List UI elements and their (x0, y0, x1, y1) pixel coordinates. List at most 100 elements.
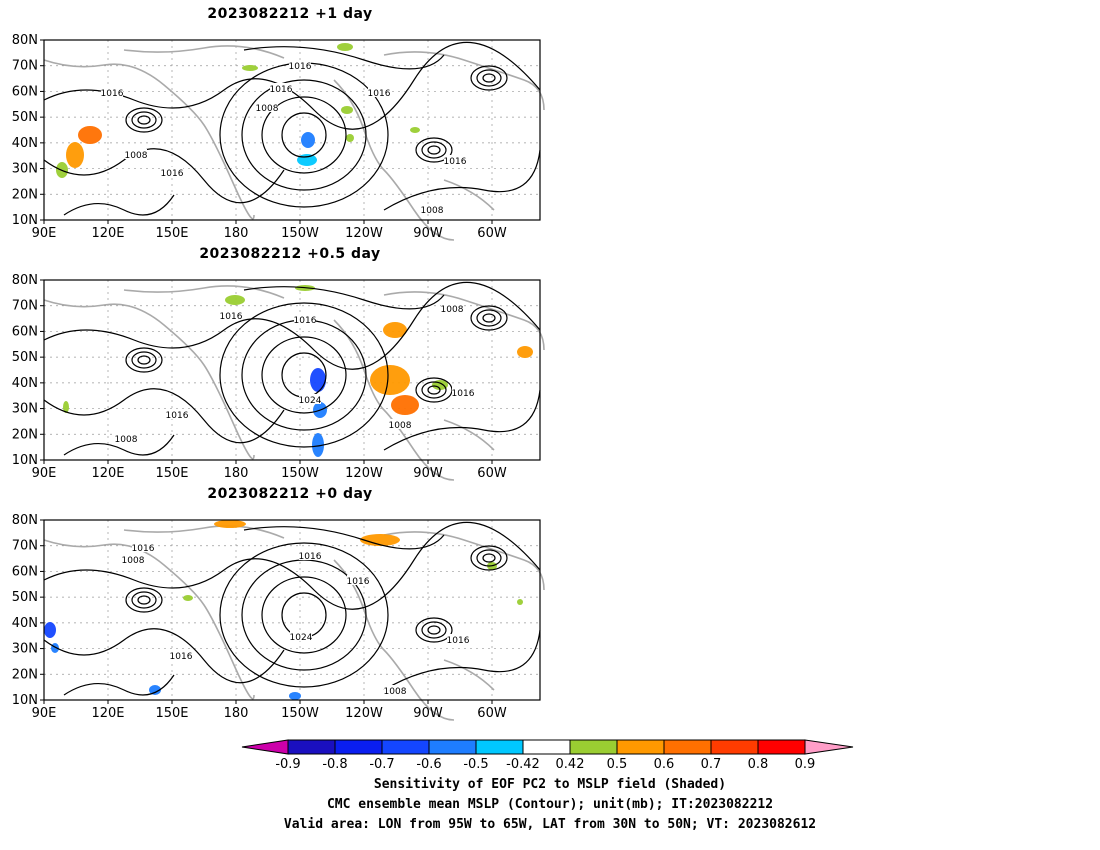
map-panel-1: 2023082212 +1 day (0, 6, 600, 246)
colorbar-tick-label: -0.8 (322, 757, 347, 772)
contour-low (125, 347, 163, 373)
contour-low (131, 351, 157, 369)
contour-line (63, 194, 175, 216)
contour-line (43, 388, 285, 444)
caption-line-1: Sensitivity of EOF PC2 to MSLP field (Sh… (373, 777, 727, 792)
panel-title-2: 2023082212 +0.5 day (199, 246, 381, 262)
contour-low (470, 65, 508, 91)
lon-label: 60W (477, 706, 507, 721)
contour-label-bg (384, 685, 406, 695)
sensitivity-shading (183, 595, 193, 601)
contour-line (383, 389, 541, 451)
contour-label-bg (421, 204, 443, 214)
contour-low (137, 355, 151, 365)
contour-label: 1008 (125, 151, 148, 161)
lon-label: 60W (477, 226, 507, 241)
contour-high (219, 302, 389, 448)
contour-label: 1008 (115, 435, 138, 445)
contour-label-bg (122, 554, 144, 564)
coastline (383, 51, 545, 111)
lat-label: 80N (12, 513, 38, 528)
sensitivity-shading (214, 520, 246, 528)
panel-title-3: 2023082212 +0 day (207, 486, 373, 502)
contour-low (427, 385, 441, 395)
lat-label: 70N (12, 59, 38, 74)
contour-label: 1008 (421, 206, 444, 216)
contour-low (125, 587, 163, 613)
contour-high (241, 79, 367, 191)
lon-label: 150W (281, 226, 319, 241)
lon-label: 150W (281, 706, 319, 721)
contour-label: 1016 (452, 389, 475, 399)
colorbar-box (569, 739, 618, 755)
sensitivity-shading (225, 295, 245, 305)
sensitivity-shading (517, 599, 523, 605)
contour-label-bg (447, 634, 469, 644)
lon-label: 90E (32, 226, 57, 241)
map-3: 1016 1008 1016 1016 1024 1016 1016 1008 80N 70N 60… (12, 513, 545, 721)
lat-label: 10N (12, 453, 38, 468)
colorbar-box (616, 739, 665, 755)
contour-high (219, 542, 389, 688)
lat-label: 40N (12, 376, 38, 391)
coastline (43, 539, 255, 700)
lat-label: 60N (12, 84, 38, 99)
contour-label: 1016 (444, 157, 467, 167)
contour-label-bg (256, 102, 278, 112)
sensitivity-shading (310, 368, 326, 392)
contour-low (482, 73, 496, 83)
lon-label: 90W (413, 466, 443, 481)
colorbar-tick-label: -0.42 (506, 757, 540, 772)
contour-low (125, 107, 163, 133)
contour-label-bg (299, 394, 321, 404)
contour-label-bg (299, 550, 321, 560)
contour-low (415, 137, 453, 163)
lat-label: 20N (12, 427, 38, 442)
lat-label: 40N (12, 136, 38, 151)
contour-label: 1008 (441, 305, 464, 315)
maps-layer: 1016 1016 1016 1008 1016 1008 1016 1016 1008 80N 7… (12, 33, 545, 721)
lat-label: 80N (12, 33, 38, 48)
contour-label: 1024 (290, 633, 313, 643)
lat-label: 60N (12, 324, 38, 339)
contour-low (421, 381, 447, 399)
sensitivity-shading (337, 43, 353, 51)
contour-label-bg (452, 387, 474, 397)
colorbar-box (428, 739, 477, 755)
lon-label: 120E (91, 466, 124, 481)
contour-label: 1016 (101, 89, 124, 99)
contour-high (261, 336, 347, 414)
contour-label: 1016 (368, 89, 391, 99)
colorbar-svg: -0.9 -0.8 -0.7 -0.6 -0.5 -0.42 0.42 0.5 0.6 0.7 0.… (241, 739, 854, 772)
contour-label: 1016 (166, 411, 189, 421)
contour-low (476, 69, 502, 87)
lon-label: 90E (32, 466, 57, 481)
colorbar-box (287, 739, 336, 755)
contour-label: 1016 (220, 312, 243, 322)
lat-label: 50N (12, 350, 38, 365)
coastline (123, 45, 285, 59)
contour-label: 1016 (270, 85, 293, 95)
contour-label-bg (290, 631, 312, 641)
lat-label: 70N (12, 299, 38, 314)
colorbar-left-arrow (241, 739, 289, 755)
contour-label: 1008 (256, 104, 279, 114)
contour-high (261, 96, 347, 174)
coastline (123, 285, 285, 299)
contour-label: 1016 (161, 169, 184, 179)
coastline (383, 291, 545, 351)
lon-label: 90E (32, 706, 57, 721)
contour-low (137, 595, 151, 605)
contour-label-bg (115, 433, 137, 443)
mslp-contours (43, 41, 541, 216)
contour-line (43, 281, 541, 370)
mslp-contours (43, 281, 541, 456)
panel-title-1: 2023082212 +1 day (207, 6, 373, 22)
mslp-contours (43, 521, 541, 696)
sensitivity-shading (66, 142, 84, 168)
map-border (43, 279, 541, 461)
colorbar-tick-label: 0.7 (701, 757, 722, 772)
contour-label-bg (132, 542, 154, 552)
colorbar-box (757, 739, 806, 755)
sensitivity-shading (360, 534, 400, 546)
